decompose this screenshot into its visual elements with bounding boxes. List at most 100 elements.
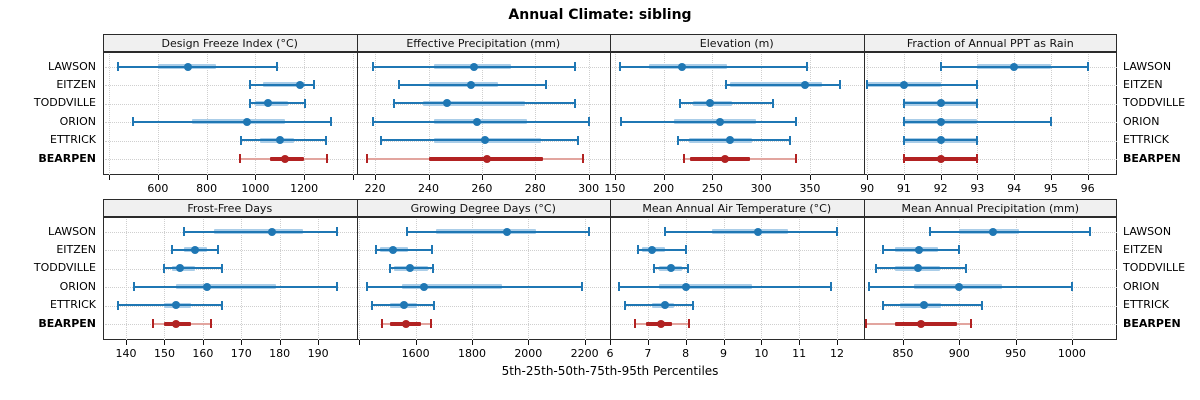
axis-tick	[809, 175, 811, 180]
panel-separator	[356, 52, 358, 175]
row-guide	[105, 140, 1117, 142]
axis-tick	[471, 340, 473, 345]
axis-tick-label: 170	[230, 347, 252, 360]
axis-tick	[723, 340, 725, 345]
whisker-cap-low	[366, 282, 369, 292]
axis-tick	[241, 340, 243, 345]
whisker-cap-high	[587, 227, 590, 236]
whisker-cap-low	[679, 98, 682, 108]
whisker-cap-low	[902, 117, 905, 127]
axis-tick	[428, 175, 430, 180]
axis-tick-label: 180	[269, 347, 291, 360]
percentile-range-5-95	[118, 304, 223, 307]
panel-separator	[356, 199, 358, 217]
median-dot	[268, 227, 276, 236]
whisker-cap-low	[633, 319, 636, 328]
median-dot	[480, 136, 489, 145]
percentile-range-5-95	[664, 230, 837, 233]
grid-line	[528, 219, 530, 340]
percentile-range-5-95	[620, 120, 797, 123]
median-dot	[171, 301, 180, 310]
whisker-cap-low	[366, 154, 369, 163]
axis-tick-label: 1200	[290, 182, 319, 195]
median-dot	[660, 301, 669, 310]
panel-separator	[863, 217, 865, 340]
row-guide	[105, 103, 1117, 105]
percentile-range-5-95	[638, 248, 686, 251]
median-dot	[1010, 62, 1019, 71]
whisker-cap-high	[839, 80, 842, 90]
whisker-cap-low	[881, 300, 884, 310]
median-dot	[681, 282, 690, 291]
axis-tick	[610, 340, 611, 345]
axis-tick	[837, 340, 838, 345]
row-guide	[105, 85, 1117, 87]
axis-tick-label: 2200	[570, 347, 599, 360]
median-dot	[275, 136, 284, 145]
grid-line	[761, 219, 763, 340]
whisker-cap-low	[371, 117, 374, 127]
grid-line	[255, 54, 257, 175]
grid-line	[940, 54, 942, 175]
whisker-cap-high	[312, 80, 315, 90]
axis-tick-label: 8	[682, 347, 690, 360]
grid-line	[614, 54, 616, 175]
median-dot	[716, 117, 725, 126]
percentile-range-5-95	[117, 65, 278, 68]
axis-tick	[1071, 340, 1073, 345]
whisker-cap-high	[574, 98, 577, 108]
row-guide	[105, 305, 1117, 307]
median-dot	[502, 227, 511, 236]
grid-line	[867, 54, 869, 175]
whisker-cap-low	[619, 117, 622, 127]
axis-tick-label: 91	[896, 182, 911, 195]
whisker-cap-low	[874, 263, 877, 273]
whisker-cap-low	[881, 245, 884, 255]
axis-tick	[157, 175, 159, 180]
whisker-cap-high	[688, 319, 691, 328]
grid-line	[1050, 54, 1052, 175]
axis-tick-label: 6	[606, 347, 614, 360]
median-dot	[483, 154, 492, 163]
whisker-cap-high	[221, 300, 224, 310]
axis-tick-label: 7	[644, 347, 652, 360]
axis-tick-label: 950	[1005, 347, 1027, 360]
percentile-range-5-95	[929, 230, 1090, 233]
station-label-right-bearpen: BEARPEN	[1123, 151, 1181, 165]
whisker-cap-low	[371, 300, 374, 310]
axis-tick	[588, 175, 590, 180]
grid-line	[588, 54, 590, 175]
whisker-cap-low	[618, 282, 621, 292]
axis-tick	[206, 175, 208, 180]
median-dot	[242, 117, 251, 126]
percentile-range-5-95	[407, 230, 589, 233]
whisker-cap-high	[976, 80, 979, 90]
whisker-cap-low	[182, 227, 185, 236]
axis-tick-label: 220	[364, 182, 386, 195]
whisker-cap-low	[249, 98, 252, 108]
axis-tick	[126, 340, 128, 345]
whisker-cap-low	[380, 319, 383, 328]
whisker-cap-high	[432, 300, 435, 310]
whisker-cap-high	[429, 319, 432, 328]
station-label-right-bearpen: BEARPEN	[1123, 316, 1181, 330]
percentile-range-5-95	[726, 83, 841, 86]
axis-tick	[359, 340, 361, 345]
panel-title-design-freeze-index-c: Design Freeze Index (°C)	[161, 37, 298, 50]
whisker-cap-high	[958, 245, 961, 255]
row-guide	[105, 67, 1117, 68]
whisker-cap-high	[336, 227, 339, 236]
grid-line	[109, 54, 111, 175]
row-guide	[105, 122, 1117, 124]
whisker-cap-low	[902, 154, 905, 163]
median-dot	[753, 227, 762, 236]
whisker-cap-high	[336, 282, 339, 292]
axis-tick-label: 160	[192, 347, 214, 360]
axis-tick-label: 300	[750, 182, 772, 195]
panel-separator	[610, 52, 611, 175]
panel-title-growing-degree-days-c: Growing Degree Days (°C)	[410, 202, 556, 215]
axis-tick-label: 9	[720, 347, 727, 360]
whisker-cap-low	[902, 98, 905, 108]
median-dot	[666, 264, 675, 273]
